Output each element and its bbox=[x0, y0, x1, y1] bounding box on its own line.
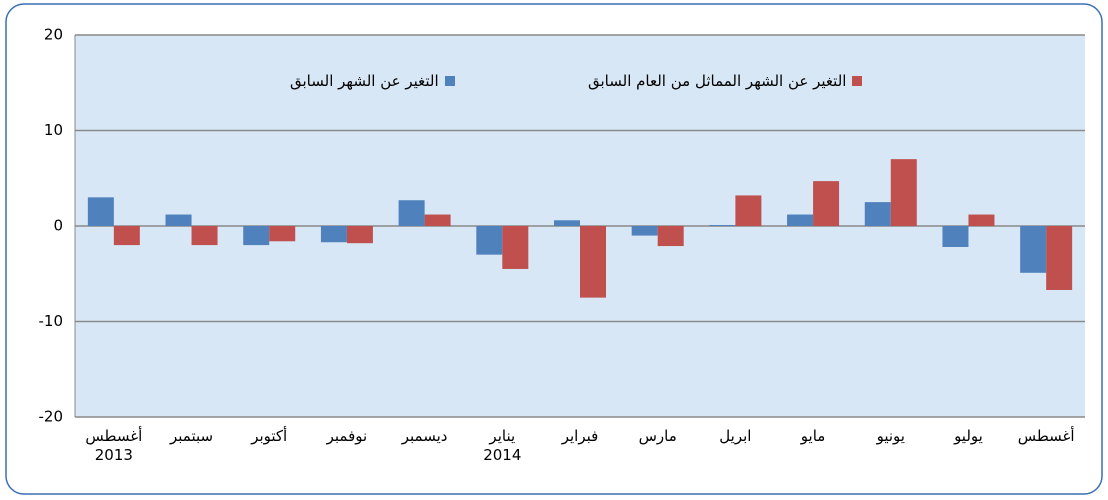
bar bbox=[890, 159, 917, 226]
bar bbox=[269, 226, 296, 242]
bar bbox=[631, 226, 658, 236]
bar bbox=[502, 226, 529, 269]
y-tick-label: 10 bbox=[44, 121, 63, 139]
x-tick-label: أكتوبر bbox=[251, 427, 288, 445]
y-tick-label: 20 bbox=[44, 26, 63, 44]
bar bbox=[476, 226, 503, 255]
x-tick-label: فبراير bbox=[561, 427, 599, 445]
legend-label: التغير عن الشهر المماثل من العام السابق bbox=[588, 72, 847, 90]
bar bbox=[580, 226, 606, 298]
bar bbox=[657, 226, 684, 247]
bar bbox=[398, 200, 425, 226]
x-tick-label: يناير 2014 bbox=[483, 427, 522, 464]
bar bbox=[243, 226, 270, 246]
x-tick-label: ابريل bbox=[719, 427, 752, 445]
bar bbox=[864, 202, 891, 226]
bar bbox=[813, 181, 840, 226]
y-tick-label: -10 bbox=[39, 312, 64, 330]
bar bbox=[554, 220, 580, 226]
legend-swatch bbox=[852, 76, 863, 86]
x-tick-label: يونيو bbox=[876, 427, 905, 445]
bar bbox=[346, 226, 373, 244]
x-tick-label: مارس bbox=[638, 427, 677, 445]
bar bbox=[735, 195, 762, 226]
x-tick-label: أغسطس 2013 bbox=[85, 427, 143, 464]
bar bbox=[968, 214, 995, 226]
bar bbox=[709, 225, 736, 226]
bar bbox=[942, 226, 969, 248]
legend-item: التغير عن الشهر المماثل من العام السابق bbox=[588, 72, 863, 90]
bar bbox=[1046, 226, 1073, 290]
bar bbox=[87, 197, 114, 226]
legend-item: التغير عن الشهر السابق bbox=[290, 72, 455, 90]
legend-swatch bbox=[444, 76, 455, 86]
bar bbox=[113, 226, 140, 246]
y-tick-label: 0 bbox=[53, 217, 63, 235]
x-tick-label: أغسطس bbox=[1017, 427, 1075, 445]
bar bbox=[320, 226, 347, 243]
x-tick-label: نوفمبر bbox=[326, 427, 368, 445]
bar bbox=[191, 226, 218, 246]
bar bbox=[165, 214, 192, 226]
x-tick-label: يوليو bbox=[954, 427, 983, 445]
legend-label: التغير عن الشهر السابق bbox=[290, 72, 439, 90]
bar bbox=[1020, 226, 1047, 273]
bar bbox=[787, 214, 814, 226]
x-tick-label: سبتمبر bbox=[169, 427, 214, 445]
x-tick-label: ديسمبر bbox=[401, 427, 448, 445]
y-tick-label: -20 bbox=[39, 408, 64, 426]
bar bbox=[424, 214, 451, 226]
x-tick-label: مايو bbox=[800, 427, 826, 445]
